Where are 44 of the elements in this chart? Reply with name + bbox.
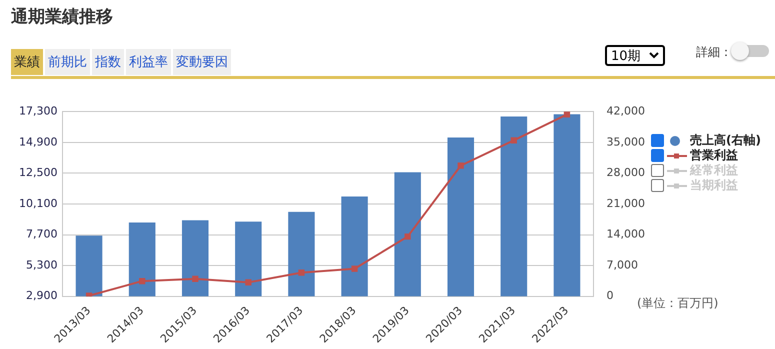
y2-tick-label: 42,000 bbox=[606, 104, 646, 118]
text: 前期比 bbox=[45, 49, 90, 75]
dropdown-select: 10期 bbox=[605, 45, 665, 66]
text: 利益率 bbox=[126, 49, 171, 75]
point bbox=[564, 112, 570, 118]
bar bbox=[288, 212, 315, 296]
point bbox=[245, 279, 252, 286]
y2-tick-label: 7,000 bbox=[606, 258, 638, 272]
bar bbox=[394, 172, 421, 296]
y2-tick-label: 35,000 bbox=[606, 135, 646, 148]
legend-label: 営業利益 bbox=[690, 148, 738, 163]
bar bbox=[554, 114, 580, 296]
bar bbox=[447, 138, 474, 296]
y2-tick-label: 28,000 bbox=[606, 166, 646, 180]
point bbox=[510, 137, 517, 144]
point bbox=[192, 276, 198, 282]
legend-label: 売上高(右軸) bbox=[690, 133, 761, 148]
point bbox=[139, 278, 146, 284]
y2-tick-label: 21,000 bbox=[606, 196, 646, 210]
y-tick-label: 17,300 bbox=[18, 104, 58, 118]
bar bbox=[128, 222, 156, 296]
y-tick-label: 10,100 bbox=[18, 196, 58, 210]
bar bbox=[182, 220, 209, 296]
y-tick-label: 12,500 bbox=[18, 166, 58, 180]
text: (単位：百万円) bbox=[637, 295, 718, 312]
bar bbox=[235, 222, 262, 296]
text: 指数 bbox=[92, 49, 124, 75]
y-tick-label: 14,900 bbox=[18, 135, 58, 148]
text: 変動要因 bbox=[173, 49, 231, 75]
bar bbox=[76, 236, 102, 296]
chart-title: 通期業績推移 bbox=[11, 6, 113, 28]
point bbox=[404, 233, 411, 240]
y-tick-label: 7,700 bbox=[26, 228, 58, 241]
bar bbox=[500, 116, 528, 296]
bar bbox=[341, 196, 368, 296]
y2-tick-label: 14,000 bbox=[606, 228, 646, 241]
point bbox=[351, 266, 358, 272]
y2-tick-label: 0 bbox=[606, 289, 614, 302]
y-tick-label: 2,900 bbox=[26, 289, 58, 302]
point bbox=[298, 269, 305, 276]
text: 詳細： bbox=[696, 44, 732, 61]
text: 業績 bbox=[11, 49, 43, 75]
point bbox=[458, 162, 464, 169]
y-tick-label: 5,300 bbox=[26, 258, 58, 272]
